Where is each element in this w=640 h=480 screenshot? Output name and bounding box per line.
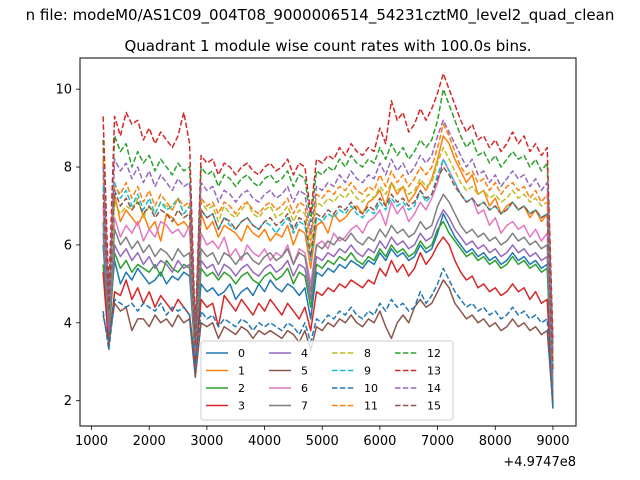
legend-label-11: 11 [364,400,378,413]
y-tick-label: 8 [64,161,72,176]
legend-label-12: 12 [427,347,441,360]
legend-label-15: 15 [427,400,441,413]
legend-label-9: 9 [364,365,371,378]
series-line-4 [102,209,554,393]
legend-label-13: 13 [427,365,441,378]
x-tick-label: 3000 [190,434,223,449]
series-line-3 [102,236,554,405]
series-line-6 [102,158,554,374]
x-tick-label: 2000 [133,434,166,449]
series-line-5 [102,279,554,405]
legend-label-14: 14 [427,382,441,395]
figure-suptitle: n file: modeM0/AS1C09_004T08_9000006514_… [26,6,615,25]
legend-label-0: 0 [238,347,245,360]
legend-label-5: 5 [301,365,308,378]
x-tick-label: 8000 [479,434,512,449]
legend-box [200,340,454,421]
chart-title: Quadrant 1 module wise count rates with … [124,37,531,55]
x-tick-label: 7000 [421,434,454,449]
series-line-0 [102,213,554,409]
series-line-12 [102,88,554,347]
x-tick-label: 5000 [306,434,339,449]
series-layer [102,72,554,409]
series-line-13 [102,72,554,339]
series-line-10 [102,267,554,409]
legend-label-10: 10 [364,382,378,395]
x-axis: 1000 2000 3000 4000 5000 6000 7000 8000 9000 [75,426,569,449]
legend-label-3: 3 [238,400,245,413]
series-line-15 [102,166,554,370]
x-offset-label: +4.9747e8 [503,455,576,470]
legend-label-1: 1 [238,365,245,378]
series-line-14 [102,119,554,355]
legend-label-8: 8 [364,347,371,360]
y-axis: 2 4 6 8 10 [55,83,80,409]
y-tick-label: 2 [64,394,72,409]
legend-label-4: 4 [301,347,308,360]
legend-label-7: 7 [301,400,308,413]
x-tick-label: 1000 [75,434,108,449]
series-line-7 [102,193,554,386]
y-tick-label: 6 [64,238,72,253]
x-tick-label: 9000 [536,434,569,449]
y-tick-label: 4 [64,316,72,331]
series-line-2 [102,220,554,401]
x-tick-label: 6000 [363,434,396,449]
legend-label-6: 6 [301,382,308,395]
series-line-11 [102,123,554,358]
series-line-1 [102,135,554,362]
y-tick-label: 10 [55,83,72,98]
x-tick-label: 4000 [248,434,281,449]
legend-label-2: 2 [238,382,245,395]
